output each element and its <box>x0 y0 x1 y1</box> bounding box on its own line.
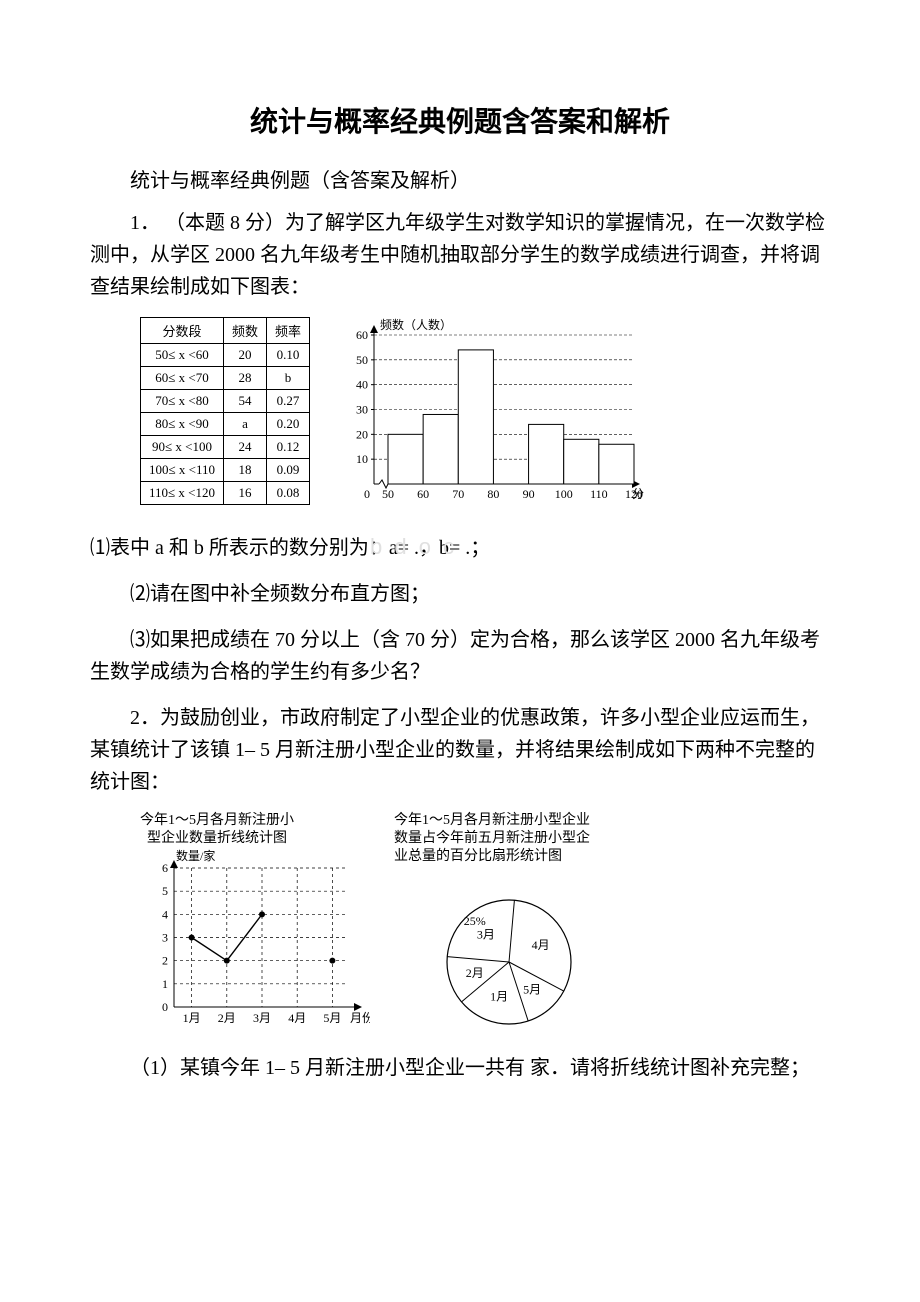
svg-text:40: 40 <box>356 378 368 392</box>
svg-text:1月: 1月 <box>490 989 508 1003</box>
subtitle: 统计与概率经典例题（含答案及解析） <box>90 164 830 193</box>
svg-text:5月: 5月 <box>323 1011 341 1025</box>
pie-chart-box: 今年1～5月各月新注册小型企业数量占今年前五月新注册小型企业总量的百分比扇形统计… <box>394 812 624 1042</box>
table-cell: 0.10 <box>267 344 310 367</box>
svg-text:数量/家: 数量/家 <box>176 848 215 863</box>
table-row: 50≤ x <60200.10 <box>141 344 310 367</box>
svg-text:70: 70 <box>452 487 464 501</box>
page-title: 统计与概率经典例题含答案和解析 <box>90 100 830 140</box>
table-cell: 28 <box>223 367 266 390</box>
table-cell: 16 <box>223 482 266 505</box>
svg-text:5: 5 <box>162 885 168 899</box>
table-cell: 70≤ x <80 <box>141 390 224 413</box>
svg-text:分数: 分数 <box>632 486 644 501</box>
line-chart-caption: 今年1～5月各月新注册小型企业数量折线统计图 <box>140 812 294 848</box>
svg-text:10: 10 <box>356 452 368 466</box>
svg-text:2: 2 <box>162 954 168 968</box>
table-header: 频数 <box>223 318 266 344</box>
svg-text:110: 110 <box>590 487 608 501</box>
histogram-chart: 频数（人数）10203040506005060708090100110120分数 <box>334 317 644 512</box>
table-cell: 54 <box>223 390 266 413</box>
svg-text:4月: 4月 <box>532 937 550 951</box>
table-row: 80≤ x <90a0.20 <box>141 413 310 436</box>
q1-sub2: ⑵请在图中补全频数分布直方图； <box>90 578 830 610</box>
svg-text:6: 6 <box>162 861 168 875</box>
table-row: 90≤ x <100240.12 <box>141 436 310 459</box>
table-cell: 80≤ x <90 <box>141 413 224 436</box>
svg-text:25%: 25% <box>464 914 486 928</box>
svg-text:1: 1 <box>162 977 168 991</box>
q1-text: 1． （本题 8 分）为了解学区九年级学生对数学知识的掌握情况，在一次数学检测中… <box>90 207 830 303</box>
table-cell: 110≤ x <120 <box>141 482 224 505</box>
svg-text:2月: 2月 <box>466 965 484 979</box>
q1-sub1: ⑴表中 a 和 b 所表示的数分别为：a= .，b= .； <box>90 532 830 564</box>
table-cell: 0.27 <box>267 390 310 413</box>
svg-text:1月: 1月 <box>183 1011 201 1025</box>
table-cell: b <box>267 367 310 390</box>
svg-text:5月: 5月 <box>523 982 541 996</box>
svg-text:60: 60 <box>356 328 368 342</box>
table-cell: 0.08 <box>267 482 310 505</box>
svg-text:80: 80 <box>487 487 499 501</box>
table-cell: 100≤ x <110 <box>141 459 224 482</box>
svg-text:频数（人数）: 频数（人数） <box>380 317 452 332</box>
svg-text:0: 0 <box>162 1000 168 1014</box>
q1-sub3: ⑶如果把成绩在 70 分以上（含 70 分）定为合格，那么该学区 2000 名九… <box>90 624 830 688</box>
q2-figures-row: 今年1～5月各月新注册小型企业数量折线统计图 数量/家 0 1 2 3 4 5 6 1月 2月 3月… <box>140 812 830 1042</box>
line-chart-box: 今年1～5月各月新注册小型企业数量折线统计图 数量/家 0 1 2 3 4 5 6 1月 2月 3月… <box>140 812 370 1033</box>
table-row: 110≤ x <120160.08 <box>141 482 310 505</box>
svg-text:3: 3 <box>162 931 168 945</box>
svg-text:90: 90 <box>523 487 535 501</box>
svg-text:3月: 3月 <box>253 1011 271 1025</box>
table-row: 70≤ x <80540.27 <box>141 390 310 413</box>
table-cell: 24 <box>223 436 266 459</box>
svg-text:100: 100 <box>555 487 573 501</box>
svg-text:50: 50 <box>382 487 394 501</box>
svg-text:0: 0 <box>364 487 370 501</box>
q1-figures-row: 分数段 频数 频率 50≤ x <60200.1060≤ x <7028b70≤… <box>140 317 830 512</box>
svg-text:4: 4 <box>162 908 168 922</box>
table-cell: 0.09 <box>267 459 310 482</box>
table-cell: 20 <box>223 344 266 367</box>
line-chart: 数量/家 0 1 2 3 4 5 6 1月 2月 3月 4月 5月月份 <box>140 848 370 1033</box>
table-row: 60≤ x <7028b <box>141 367 310 390</box>
table-cell: 18 <box>223 459 266 482</box>
svg-text:4月: 4月 <box>288 1011 306 1025</box>
table-row: 100≤ x <110180.09 <box>141 459 310 482</box>
svg-text:20: 20 <box>356 427 368 441</box>
table-cell: a <box>223 413 266 436</box>
svg-text:2月: 2月 <box>218 1011 236 1025</box>
q2-sub1: （1）某镇今年 1– 5 月新注册小型企业一共有 家．请将折线统计图补充完整； <box>90 1052 830 1084</box>
table-cell: 50≤ x <60 <box>141 344 224 367</box>
svg-text:30: 30 <box>356 403 368 417</box>
table-cell: 0.12 <box>267 436 310 459</box>
frequency-table: 分数段 频数 频率 50≤ x <60200.1060≤ x <7028b70≤… <box>140 317 310 505</box>
svg-text:月份: 月份 <box>350 1011 370 1025</box>
pie-chart: 1月 2月 3月25% 4月 5月 <box>394 867 624 1042</box>
svg-text:60: 60 <box>417 487 429 501</box>
table-cell: 60≤ x <70 <box>141 367 224 390</box>
table-header: 频率 <box>267 318 310 344</box>
q2-text: 2．为鼓励创业，市政府制定了小型企业的优惠政策，许多小型企业应运而生，某镇统计了… <box>90 702 830 798</box>
table-header: 分数段 <box>141 318 224 344</box>
table-cell: 0.20 <box>267 413 310 436</box>
table-cell: 90≤ x <100 <box>141 436 224 459</box>
pie-chart-caption: 今年1～5月各月新注册小型企业数量占今年前五月新注册小型企业总量的百分比扇形统计… <box>394 812 590 867</box>
svg-text:50: 50 <box>356 353 368 367</box>
svg-text:3月: 3月 <box>477 927 495 941</box>
